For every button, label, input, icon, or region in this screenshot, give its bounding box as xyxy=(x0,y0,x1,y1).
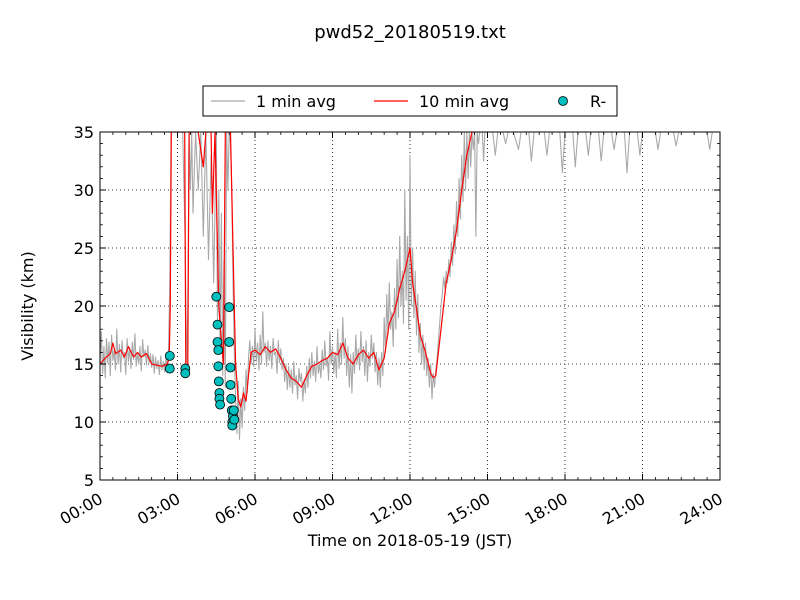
r-minus-marker xyxy=(164,350,175,361)
y-tick-label: 10 xyxy=(74,413,94,432)
x-tick-label: 18:00 xyxy=(522,489,571,529)
x-tick-label: 00:00 xyxy=(57,489,106,529)
r-minus-marker xyxy=(215,399,226,410)
r-minus-marker xyxy=(212,319,223,330)
x-tick-label: 24:00 xyxy=(677,489,726,529)
r-minus-marker xyxy=(226,393,237,404)
grid xyxy=(100,132,720,480)
legend-box xyxy=(202,85,618,117)
x-tick-label: 03:00 xyxy=(134,489,183,529)
y-tick-label: 35 xyxy=(74,123,94,142)
legend-label-10-min-avg: 10 min avg xyxy=(419,92,509,111)
y-tick-label: 15 xyxy=(74,355,94,374)
plot-area: 00:00 03:00 06:00 09:00 12:00 15:00 18:00 21:00… xyxy=(57,123,726,529)
r-minus-marker xyxy=(225,362,236,373)
r-minus-marker xyxy=(211,291,222,302)
x-axis-label: Time on 2018-05-19 (JST) xyxy=(307,531,512,550)
r-minus-marker xyxy=(213,376,224,387)
r-minus-marker xyxy=(228,405,239,416)
y-tick-labels: 5 10 15 20 25 30 35 xyxy=(74,123,94,490)
r-minus-marker xyxy=(180,368,191,379)
r-minus-marker xyxy=(164,363,175,374)
x-tick-label: 21:00 xyxy=(599,489,648,529)
chart-title: pwd52_20180519.txt xyxy=(314,22,506,43)
legend-marker-r-minus xyxy=(558,96,568,106)
x-tick-label: 15:00 xyxy=(444,489,493,529)
r-minus-marker xyxy=(212,337,223,347)
y-axis-label: Visibility (km) xyxy=(18,251,37,360)
r-minus-marker xyxy=(224,302,235,313)
legend-label-1-min-avg: 1 min avg xyxy=(256,92,336,111)
r-minus-marker xyxy=(229,414,240,425)
r-minus-marker xyxy=(224,337,235,347)
r-minus-marker xyxy=(225,379,236,390)
marker-layer xyxy=(164,291,240,431)
r-minus-marker xyxy=(213,361,224,372)
x-tick-labels: 00:00 03:00 06:00 09:00 12:00 15:00 18:00 21:00… xyxy=(57,489,726,529)
r-minus-marker xyxy=(213,345,224,356)
y-tick-label: 30 xyxy=(74,181,94,200)
series-line-10-min-avg xyxy=(100,132,475,408)
ticks xyxy=(99,131,721,481)
x-tick-label: 09:00 xyxy=(289,489,338,529)
x-tick-label: 12:00 xyxy=(367,489,416,529)
y-tick-label: 25 xyxy=(74,239,94,258)
y-tick-label: 20 xyxy=(74,297,94,316)
x-tick-label: 06:00 xyxy=(212,489,261,529)
legend: 1 min avg 10 min avg R- xyxy=(202,85,618,117)
legend-label-r-minus: R- xyxy=(590,92,606,111)
y-tick-label: 5 xyxy=(84,471,94,490)
